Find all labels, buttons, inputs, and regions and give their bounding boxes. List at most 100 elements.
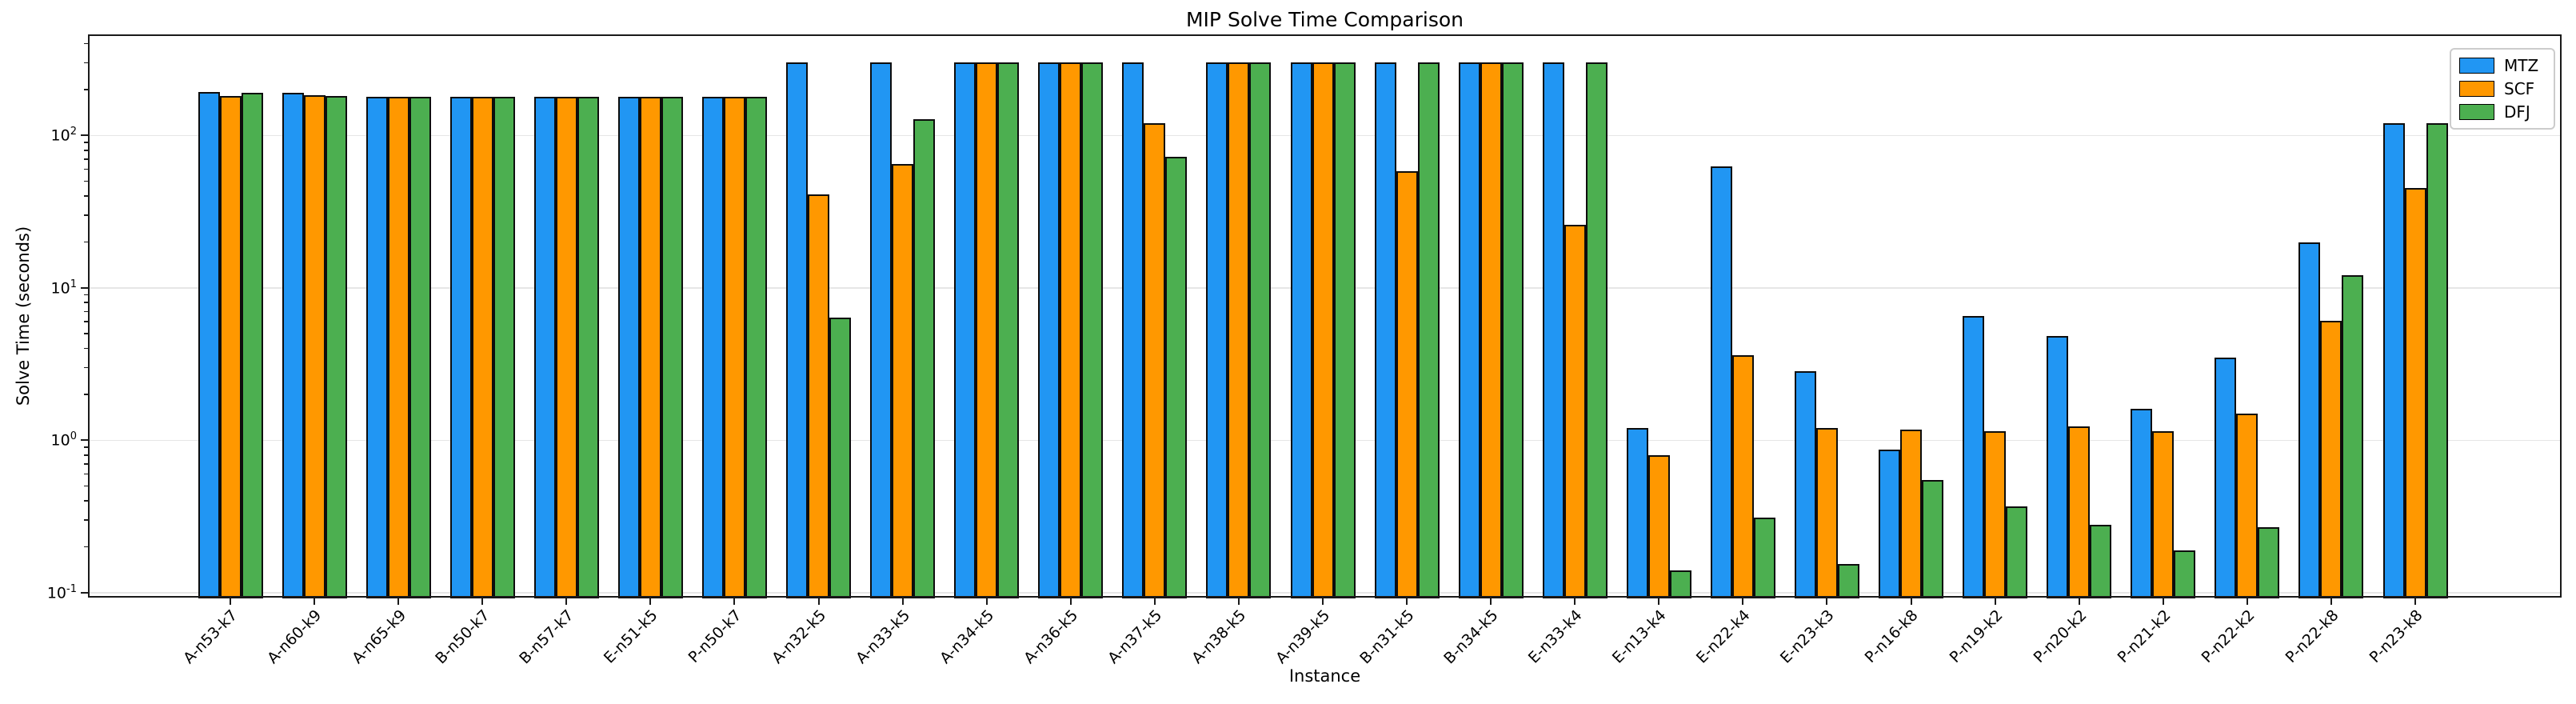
y-minor-tick — [83, 473, 88, 475]
y-minor-tick — [83, 241, 88, 243]
legend: MTZ SCF DFJ — [2450, 48, 2555, 130]
mtz-bar — [1542, 62, 1564, 598]
x-tick-label: A-n65-k9 — [348, 606, 409, 668]
x-tick — [901, 598, 904, 605]
y-minor-tick — [83, 294, 88, 296]
scf-bar — [471, 96, 493, 598]
x-tick — [2162, 598, 2164, 605]
dfj-bar — [829, 317, 852, 598]
legend-label-scf: SCF — [2504, 79, 2535, 98]
scf-bar — [387, 96, 409, 598]
y-tick — [81, 591, 88, 594]
x-tick-label: E-n33-k4 — [1525, 606, 1586, 667]
scf-bar — [1060, 62, 1082, 598]
chart-title: MIP Solve Time Comparison — [1185, 8, 1464, 31]
mtz-bar — [2382, 122, 2405, 598]
y-minor-tick — [83, 180, 88, 182]
scf-bar — [892, 163, 914, 598]
dfj-bar — [2258, 526, 2280, 598]
x-axis-label: Instance — [1288, 666, 1361, 686]
x-tick-label: P-n19-k2 — [1946, 606, 2007, 666]
mtz-bar — [617, 96, 640, 598]
mtz-bar — [1038, 62, 1060, 598]
y-axis-label: Solve Time (seconds) — [14, 226, 34, 406]
y-minor-tick — [83, 446, 88, 448]
y-minor-tick — [83, 394, 88, 395]
y-minor-tick — [83, 485, 88, 487]
x-tick-label: P-n16-k8 — [1862, 606, 1923, 666]
dfj-bar — [1837, 563, 1859, 598]
y-minor-tick — [83, 302, 88, 304]
mtz-bar — [701, 96, 724, 598]
x-tick-label: E-n22-k4 — [1693, 606, 1754, 667]
mtz-bar — [365, 96, 388, 598]
x-tick — [314, 598, 316, 605]
mtz-bar — [533, 96, 556, 598]
y-minor-tick — [83, 519, 88, 521]
x-tick — [817, 598, 820, 605]
scf-bar — [2236, 413, 2258, 598]
dfj-bar — [1753, 518, 1775, 598]
x-tick-label: A-n36-k5 — [1020, 606, 1082, 668]
dfj-bar — [1249, 62, 1272, 598]
mtz-swatch-icon — [2459, 58, 2494, 74]
x-tick — [1658, 598, 1660, 605]
dfj-bar — [325, 96, 347, 598]
x-tick-label: E-n23-k3 — [1777, 606, 1839, 667]
dfj-bar — [1669, 570, 1691, 598]
x-tick — [565, 598, 568, 605]
dfj-bar — [1922, 479, 1944, 598]
mtz-bar — [449, 96, 472, 598]
y-minor-tick — [83, 142, 88, 143]
y-minor-tick — [83, 214, 88, 216]
scf-bar — [2320, 320, 2342, 598]
scf-bar — [1312, 62, 1334, 598]
mtz-bar — [1122, 62, 1144, 598]
y-minor-tick — [83, 463, 88, 465]
scf-bar — [2152, 431, 2175, 598]
mtz-bar — [1626, 428, 1648, 598]
dfj-bar — [2174, 550, 2196, 598]
scf-bar — [1480, 62, 1502, 598]
x-tick-label: B-n57-k7 — [516, 606, 577, 668]
dfj-bar — [745, 96, 767, 598]
scf-bar — [976, 62, 998, 598]
mtz-bar — [1794, 370, 1816, 598]
x-tick-label: A-n60-k9 — [264, 606, 325, 668]
scf-bar — [1564, 224, 1586, 598]
dfj-bar — [1417, 62, 1440, 598]
mtz-bar — [2047, 335, 2069, 598]
mtz-bar — [1710, 166, 1732, 598]
mtz-bar — [282, 93, 304, 598]
y-minor-tick — [83, 89, 88, 90]
x-tick — [397, 598, 400, 605]
x-tick-label: E-n51-k5 — [601, 606, 661, 667]
x-tick-label: A-n34-k5 — [937, 606, 998, 668]
x-tick-label: P-n22-k8 — [2282, 606, 2342, 666]
x-tick-label: A-n33-k5 — [853, 606, 914, 668]
x-tick-label: A-n39-k5 — [1272, 606, 1334, 668]
scf-bar — [1984, 430, 2007, 598]
y-minor-tick — [83, 62, 88, 64]
dfj-swatch-icon — [2459, 104, 2494, 120]
mtz-bar — [2131, 409, 2153, 598]
x-tick — [649, 598, 652, 605]
x-tick — [1490, 598, 1492, 605]
dfj-bar — [241, 93, 263, 598]
legend-entry-mtz: MTZ — [2459, 58, 2546, 74]
y-minor-tick — [83, 158, 88, 160]
dfj-bar — [661, 96, 683, 598]
dfj-bar — [493, 96, 515, 598]
scf-bar — [639, 96, 661, 598]
mtz-bar — [870, 62, 893, 598]
x-tick-label: E-n13-k4 — [1609, 606, 1670, 667]
mtz-bar — [786, 62, 809, 598]
mtz-bar — [1458, 62, 1480, 598]
y-minor-tick — [83, 168, 88, 170]
dfj-bar — [2090, 524, 2112, 598]
x-tick — [481, 598, 484, 605]
scf-bar — [2404, 188, 2426, 598]
dfj-bar — [1333, 62, 1356, 598]
x-tick — [1069, 598, 1072, 605]
